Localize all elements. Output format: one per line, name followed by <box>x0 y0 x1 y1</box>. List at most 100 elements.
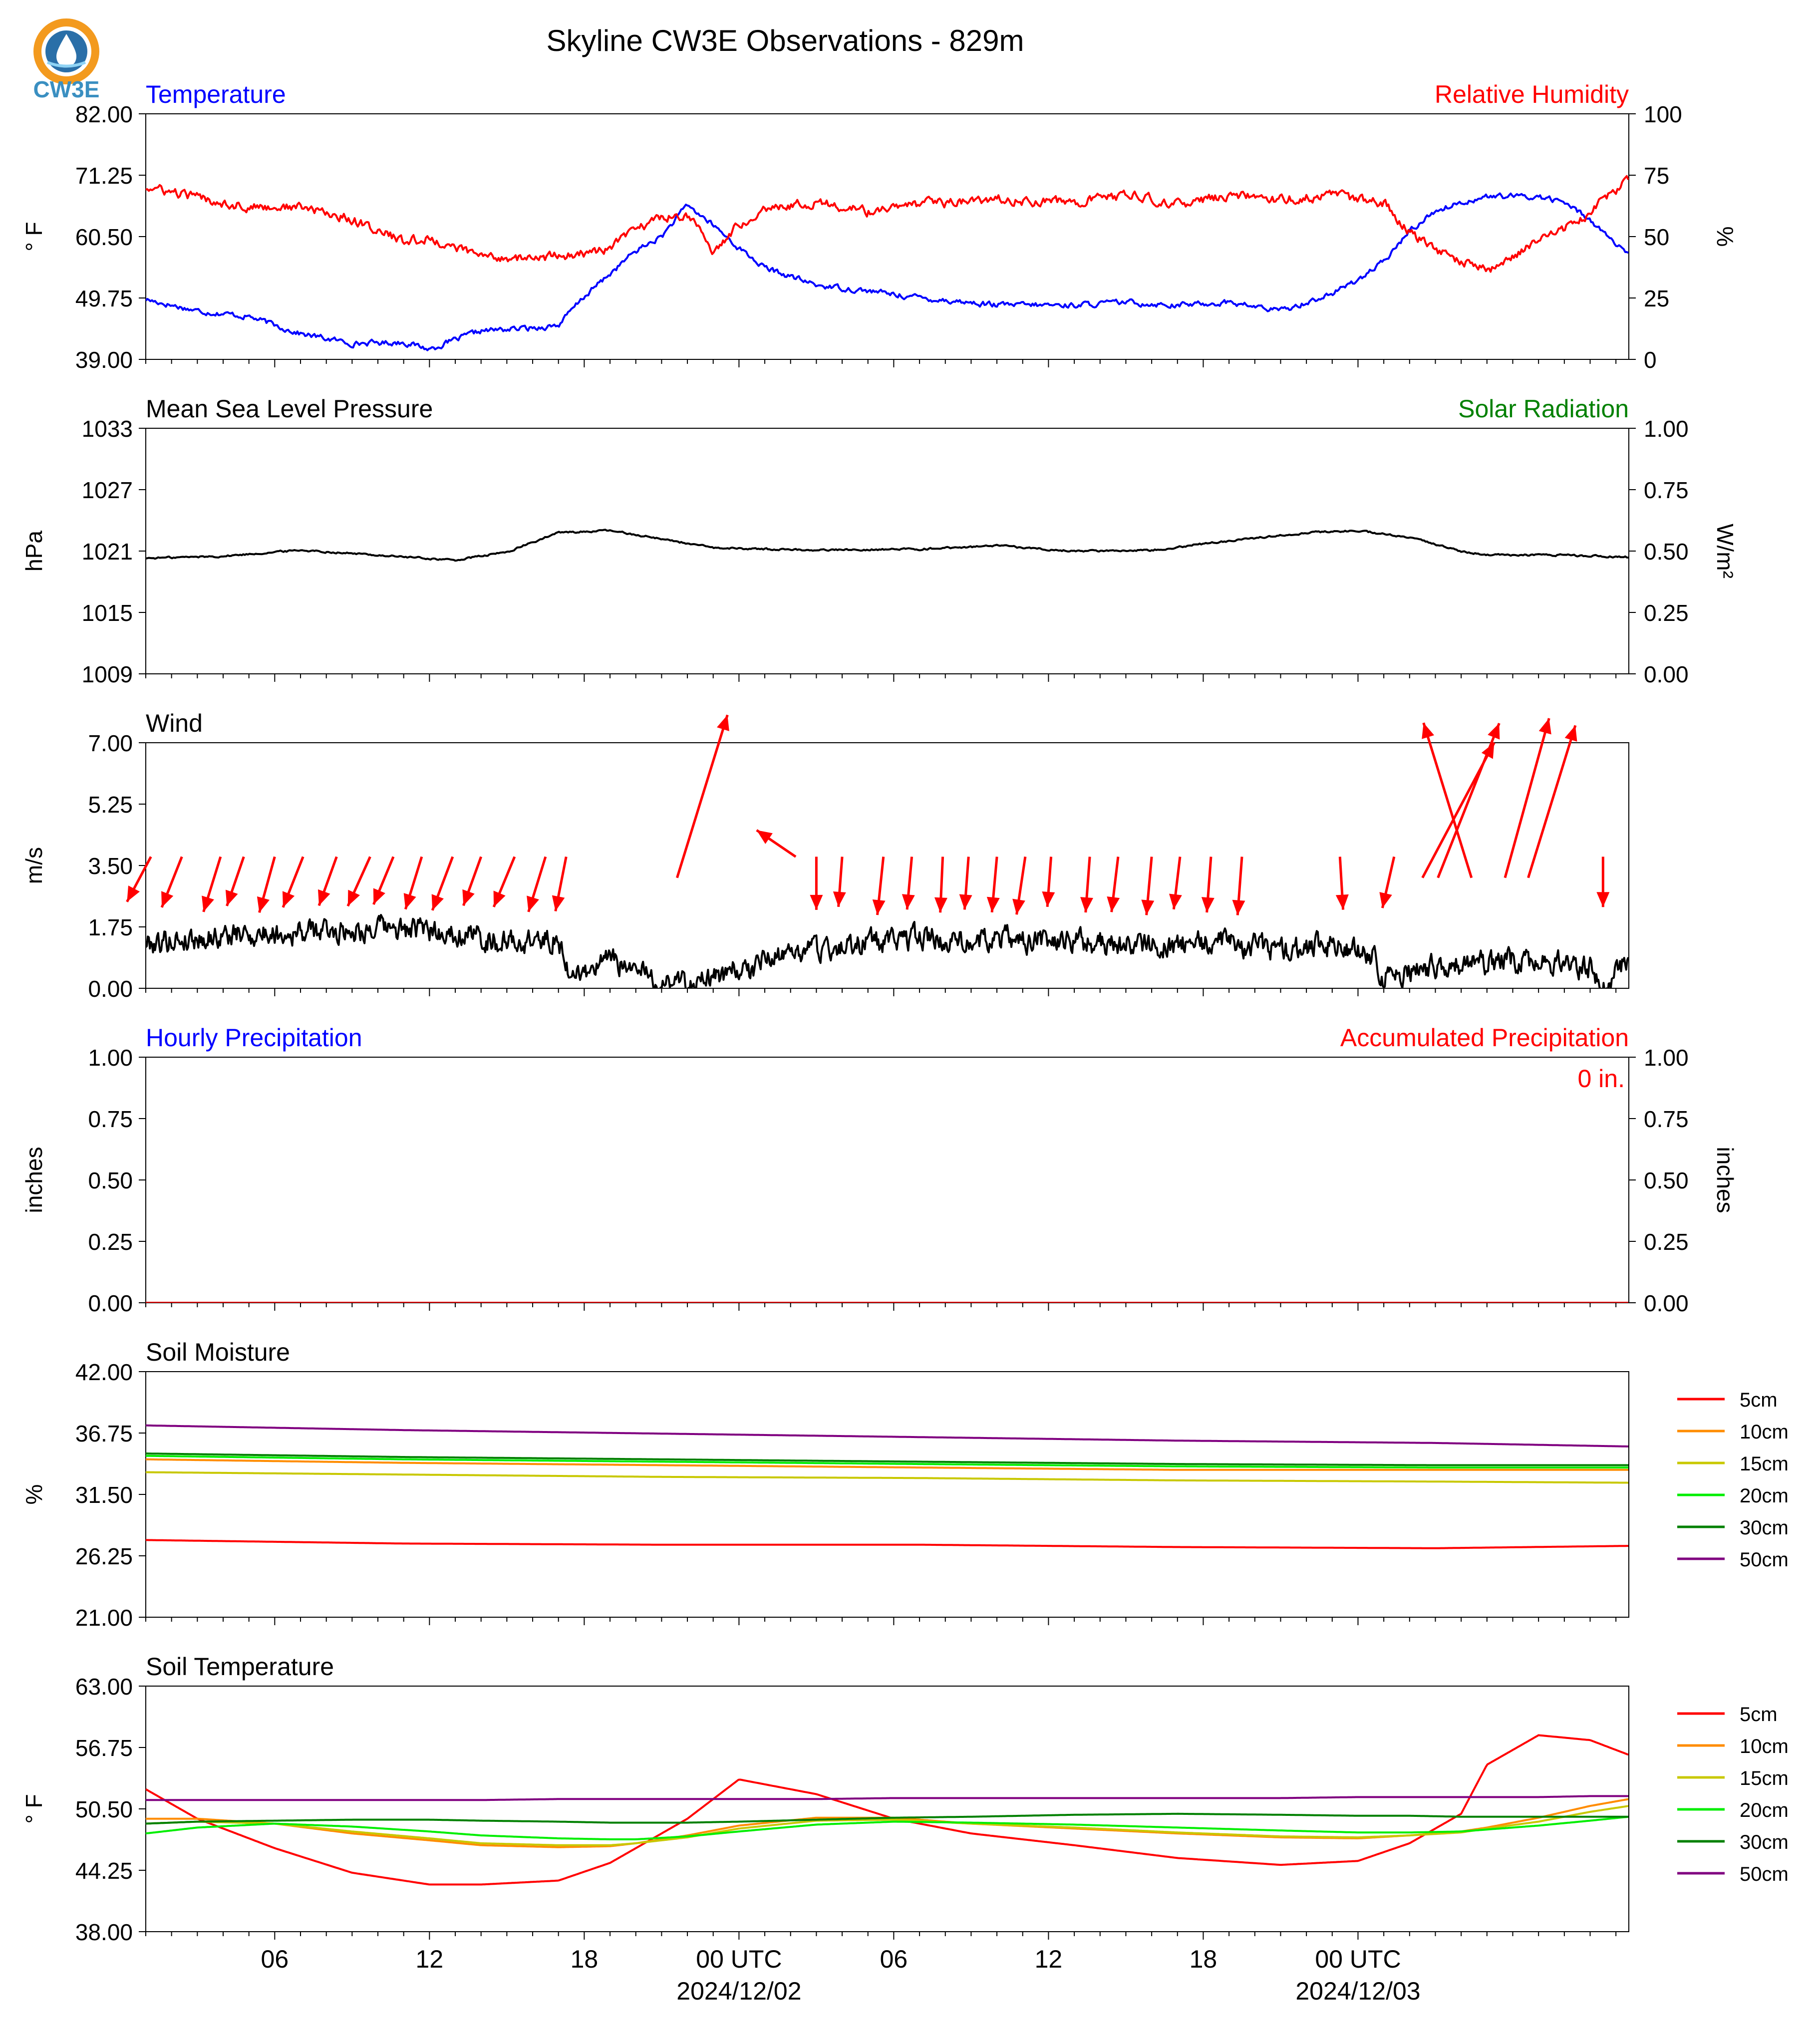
wind-vector-head <box>717 715 729 731</box>
y-tick-label-right: 0.25 <box>1644 1229 1689 1255</box>
x-tick-label: 00 UTC <box>696 1945 782 1973</box>
x-tick-label: 18 <box>571 1945 599 1973</box>
y-tick-label-left: 38.00 <box>75 1919 133 1945</box>
panel-title-left: Mean Sea Level Pressure <box>146 395 433 423</box>
wind-vector-head <box>1596 892 1610 907</box>
y-tick-label-left: 56.75 <box>75 1735 133 1761</box>
wind-vector <box>1527 725 1577 878</box>
y-tick-label-left: 39.00 <box>75 347 133 373</box>
y-tick-label-right: 0.50 <box>1644 1167 1689 1193</box>
wind-vector-head <box>202 895 214 912</box>
y-tick-label-right: 0.25 <box>1644 600 1689 626</box>
legend-label: 20cm <box>1740 1485 1789 1507</box>
wind-vector-head <box>225 889 238 906</box>
logo-text: CW3E <box>33 76 100 102</box>
legend: 5cm 10cm 15cm 20cm 30cm 50cm <box>1677 1389 1789 1571</box>
x-tick-label: 12 <box>1035 1945 1063 1973</box>
wind-vector-head <box>1379 892 1392 908</box>
legend-label: 5cm <box>1740 1704 1778 1726</box>
y-axis-label-left: m/s <box>21 847 47 884</box>
date-label: 2024/12/02 <box>676 1977 801 2005</box>
y-tick-label-left: 50.50 <box>75 1796 133 1822</box>
y-tick-label-left: 82.00 <box>75 101 133 127</box>
panel-title-right: Solar Radiation <box>1458 395 1629 423</box>
panel-1: 82.00 71.25 60.50 49.75 39.00 100 75 50 25 0 Tempe… <box>21 80 1738 373</box>
logo-ring <box>33 18 99 84</box>
y-tick-label-right: 0.00 <box>1644 661 1689 687</box>
accumulated-precip-annotation: 0 in. <box>1577 1065 1625 1093</box>
wind-vector-head <box>1422 723 1435 739</box>
panel-2: 1033 1027 1021 1015 1009 1.00 0.75 0.50 0.25 0.00… <box>21 395 1738 687</box>
y-tick-label-left: 1009 <box>82 661 133 687</box>
legend-label: 50cm <box>1740 1863 1789 1885</box>
legend-label: 50cm <box>1740 1549 1789 1571</box>
y-tick-label-left: 5.25 <box>88 792 133 818</box>
wind-vector-head <box>1335 894 1349 910</box>
y-axis-label-left: inches <box>21 1147 47 1213</box>
series-group <box>146 914 1629 988</box>
y-tick-label-right: 0.75 <box>1644 1106 1689 1132</box>
y-tick-label-left: 0.75 <box>88 1106 133 1132</box>
y-tick-label-right: 1.00 <box>1644 1045 1689 1071</box>
legend: 5cm 10cm 15cm 20cm 30cm 50cm <box>1677 1704 1789 1885</box>
wind-vector-head <box>1107 896 1120 912</box>
y-tick-label-left: 7.00 <box>88 730 133 756</box>
wind-vector-head <box>462 889 475 906</box>
y-tick-label-left: 60.50 <box>75 224 133 250</box>
series-line-15cm <box>146 1805 1629 1846</box>
series-line-20cm <box>146 1815 1629 1840</box>
wind-vector-head <box>317 889 330 906</box>
legend-label: 5cm <box>1740 1389 1778 1411</box>
panel-title-left: Soil Temperature <box>146 1653 334 1681</box>
y-tick-label-left: 1033 <box>82 416 133 442</box>
y-tick-label-right: 0 <box>1644 347 1657 373</box>
wind-vector-head <box>959 894 972 910</box>
series-line-15cm <box>146 1471 1629 1484</box>
date-label: 2024/12/03 <box>1295 1977 1420 2005</box>
y-tick-label-left: 71.25 <box>75 163 133 189</box>
wind-vector-head <box>1232 899 1245 915</box>
series-line-20cm <box>146 1454 1628 1469</box>
series-line-5cm <box>146 1734 1629 1886</box>
logo-wave <box>46 61 86 68</box>
wind-vector <box>1422 722 1473 878</box>
wind-vector-head <box>282 891 295 907</box>
series-line-temperature <box>146 192 1629 351</box>
legend-label: 10cm <box>1740 1421 1789 1443</box>
y-tick-label-left: 21.00 <box>75 1605 133 1631</box>
wind-vector-head <box>403 893 416 909</box>
wind-vector-head <box>902 894 915 910</box>
y-tick-label-right: 1.00 <box>1644 416 1689 442</box>
x-tick-label: 06 <box>880 1945 908 1973</box>
series-line-50cm <box>146 1424 1628 1448</box>
y-tick-label-left: 1.00 <box>88 1045 133 1071</box>
panel-title-left: Soil Moisture <box>146 1338 290 1366</box>
y-axis-label-right: W/m² <box>1712 524 1738 579</box>
y-tick-label-right: 75 <box>1644 163 1669 189</box>
wind-vector-head <box>1488 723 1500 740</box>
panel-title-left: Wind <box>146 709 203 737</box>
y-tick-label-left: 36.75 <box>75 1421 133 1447</box>
y-tick-label-left: 63.00 <box>75 1674 133 1700</box>
series-line-30cm <box>146 1812 1628 1825</box>
chart-title: Skyline CW3E Observations - 829m <box>546 24 1024 57</box>
wind-vector-head <box>1169 893 1182 909</box>
panel-title-left: Hourly Precipitation <box>146 1024 362 1052</box>
wind-vector-head <box>127 885 140 902</box>
wind-vector-head <box>934 897 947 913</box>
wind-vector-head <box>1012 898 1025 915</box>
wind-vector-head <box>810 894 823 910</box>
panel-title-left: Temperature <box>146 80 286 108</box>
y-axis-label-left: ° F <box>21 222 47 251</box>
wind-vectors <box>126 714 1610 915</box>
series-group <box>146 1424 1629 1549</box>
wind-vector-head <box>756 830 773 844</box>
panel-3: 7.00 5.25 3.50 1.75 0.00 Wind m/s <box>21 709 1629 1002</box>
panel-title-right: Relative Humidity <box>1435 80 1629 108</box>
wind-vector-head <box>1042 891 1055 907</box>
series-line-relative-humidity <box>146 175 1629 273</box>
legend-label: 15cm <box>1740 1453 1789 1475</box>
wind-vector-head <box>257 896 270 913</box>
